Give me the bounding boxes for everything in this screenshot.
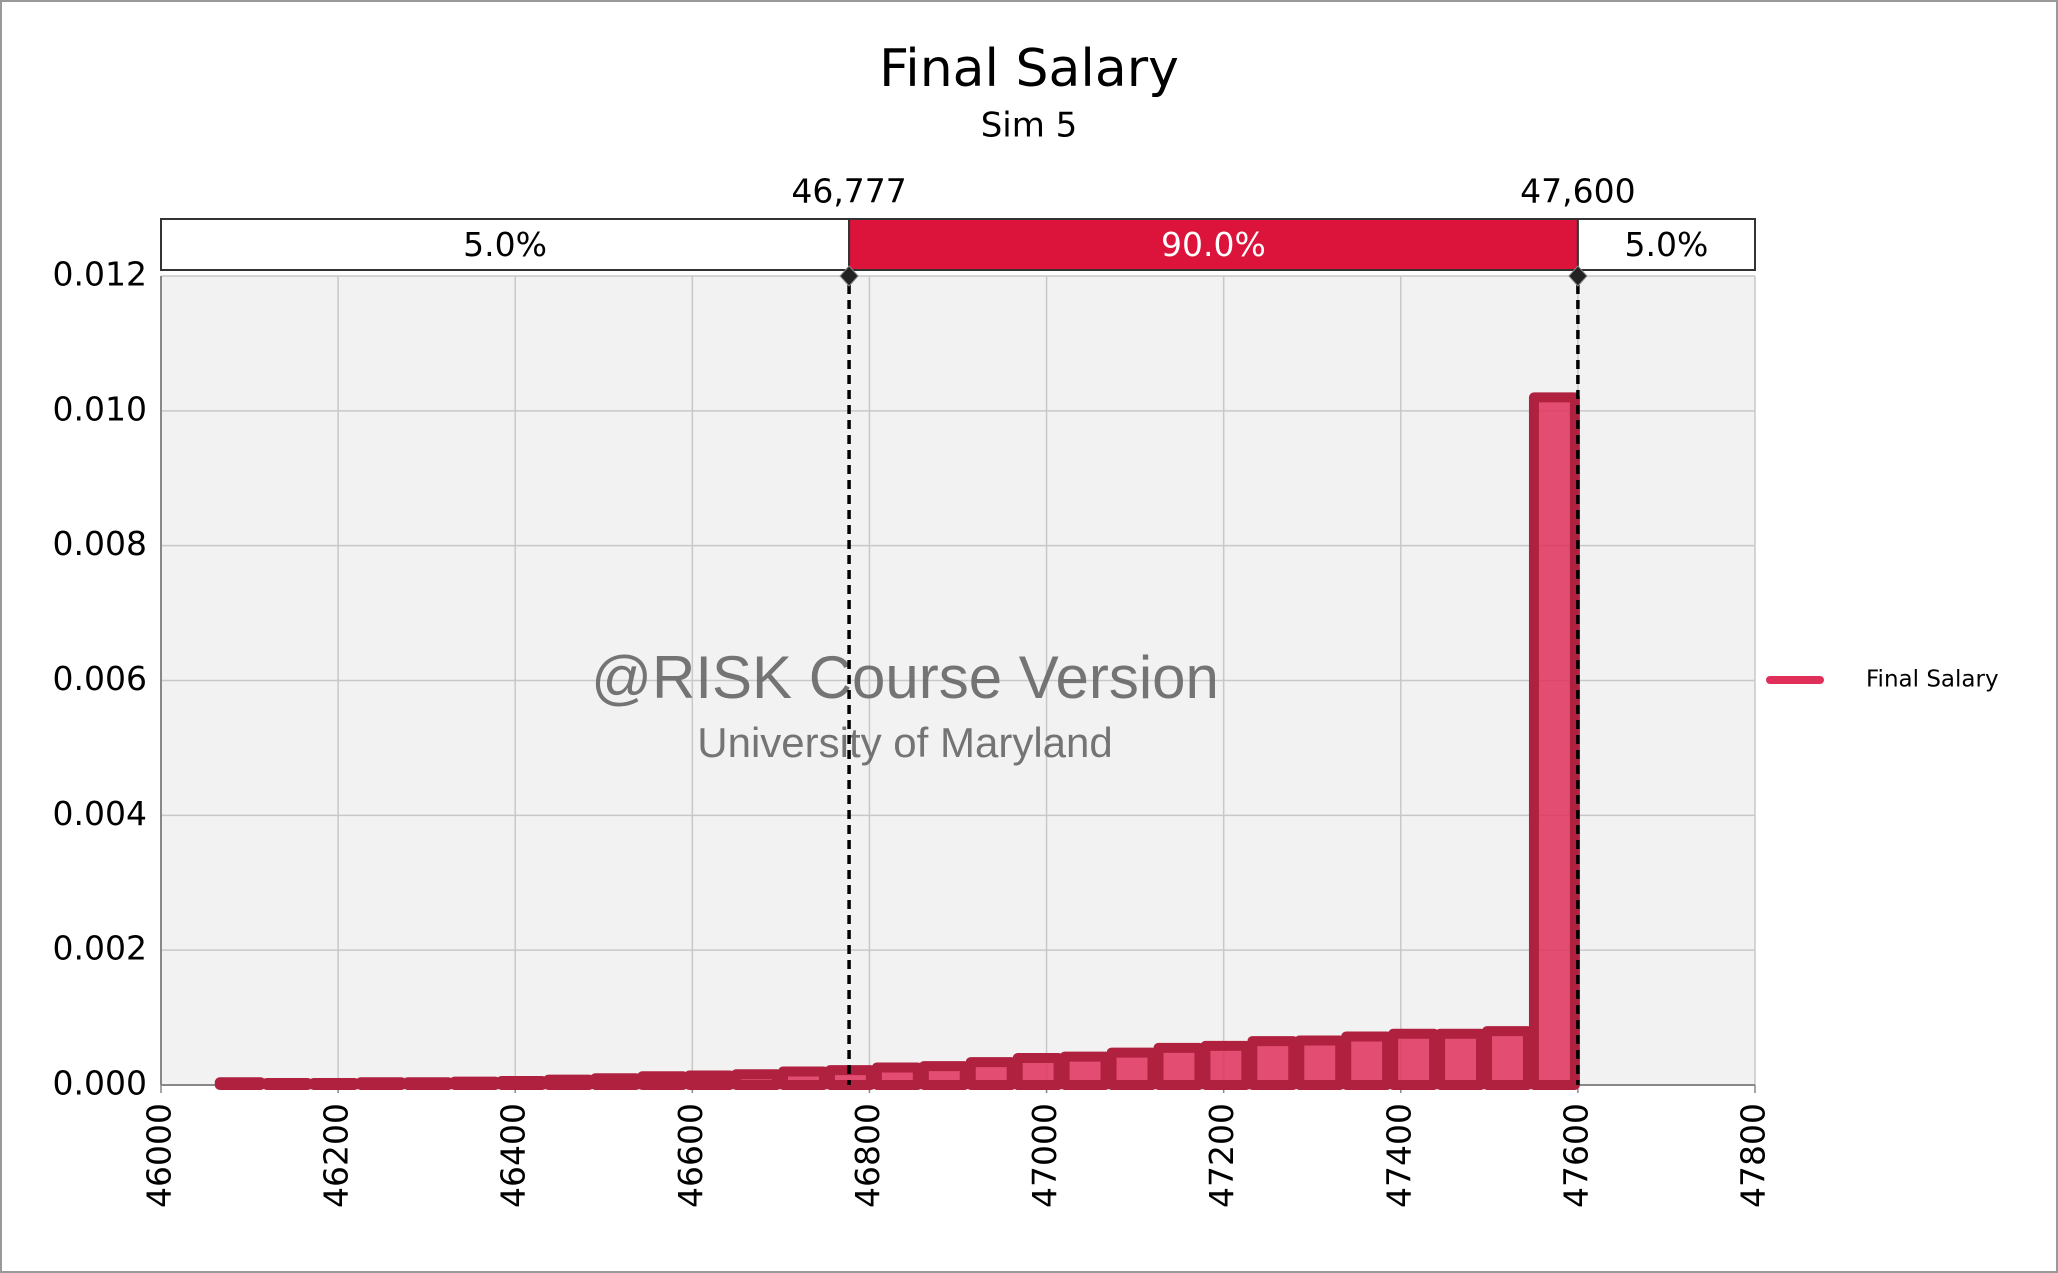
histogram-bar [214, 1077, 266, 1091]
y-tick-label: 0.004 [53, 794, 147, 833]
x-tick-label: 47000 [1025, 1103, 1064, 1208]
histogram-bar [918, 1061, 970, 1090]
histogram-bar [637, 1071, 689, 1091]
delimiter-label: 46,777 [791, 172, 906, 211]
x-tick-label: 47400 [1379, 1103, 1418, 1208]
histogram-bar [1106, 1047, 1158, 1091]
band-segment [848, 218, 1579, 271]
histogram-bar [1294, 1035, 1346, 1091]
y-tick-label: 0.006 [53, 659, 147, 698]
histogram-bar [731, 1069, 783, 1091]
histogram-bar [871, 1062, 923, 1091]
x-tick-label: 46200 [317, 1103, 356, 1208]
y-tick-label: 0.012 [53, 255, 147, 294]
y-tick-label: 0.008 [53, 524, 147, 563]
delimiter-marker [839, 265, 859, 287]
histogram-bar [1153, 1042, 1205, 1090]
histogram-bar [1482, 1026, 1533, 1090]
legend-label: Final Salary [1866, 667, 1999, 693]
histogram-bar [402, 1077, 454, 1091]
histogram-bar [1341, 1031, 1393, 1090]
band-label: 90.0% [1161, 225, 1266, 264]
histogram-bar [1012, 1053, 1064, 1090]
chart-subtitle: Sim 5 [981, 106, 1078, 146]
band-label: 5.0% [463, 225, 547, 264]
histogram-bar [778, 1066, 829, 1091]
band-label: 5.0% [1625, 225, 1709, 264]
histogram-bar [543, 1074, 595, 1091]
chart-title: Final Salary [879, 39, 1179, 99]
band-segment [1576, 218, 1757, 271]
delimiter-label: 47,600 [1520, 172, 1635, 211]
x-tick-label: 47800 [1734, 1103, 1773, 1208]
x-tick-label: 47600 [1556, 1103, 1595, 1208]
x-tick-label: 46600 [671, 1103, 710, 1208]
x-tick-label: 46000 [140, 1103, 179, 1208]
histogram-bar [1528, 392, 1580, 1091]
histogram-bar [308, 1077, 360, 1091]
histogram-bar [1059, 1051, 1111, 1091]
y-tick-label: 0.010 [53, 389, 147, 428]
x-tick-label: 47200 [1202, 1103, 1241, 1208]
histogram-bar [449, 1076, 501, 1090]
histogram-bar [496, 1075, 548, 1090]
histogram-bar [355, 1077, 407, 1091]
x-tick-label: 46800 [848, 1103, 887, 1208]
delimiter-marker [1568, 265, 1588, 287]
histogram-bar [1200, 1040, 1252, 1090]
histogram-bar [1435, 1028, 1487, 1090]
histogram-bar [965, 1057, 1017, 1091]
y-tick-label: 0.002 [53, 929, 147, 968]
watermark: University of Maryland [697, 719, 1112, 766]
histogram-bar [1388, 1028, 1440, 1090]
y-tick-label: 0.000 [53, 1064, 147, 1103]
histogram-bar [684, 1070, 736, 1090]
histogram-bar [1247, 1036, 1299, 1091]
watermark: @RISK Course Version [591, 644, 1219, 711]
x-tick-label: 46400 [494, 1103, 533, 1208]
histogram-bar [590, 1073, 642, 1090]
band-segment [160, 218, 851, 271]
histogram-bar [261, 1077, 313, 1091]
